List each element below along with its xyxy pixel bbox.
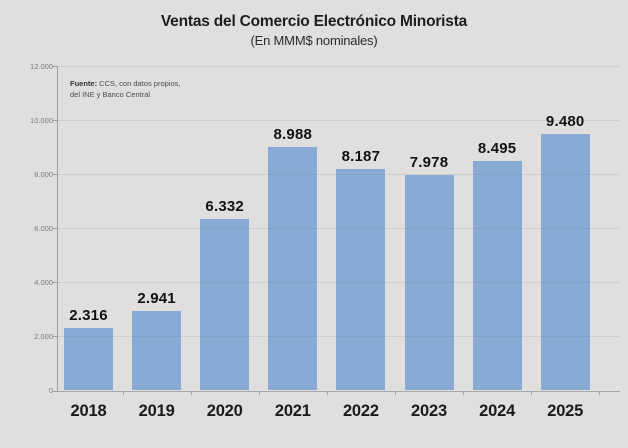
x-axis-tick	[122, 391, 124, 395]
x-axis-label-2022: 2022	[342, 401, 379, 420]
source-note-line1: CCS, con datos propios,	[97, 79, 181, 88]
bar-2025	[540, 134, 590, 391]
bar-2023	[404, 174, 454, 391]
gridline-2.000	[57, 336, 620, 338]
y-axis-line	[57, 66, 58, 391]
x-axis-label-2018: 2018	[70, 401, 107, 420]
y-axis-tick-label: 12.000	[30, 61, 53, 71]
x-axis-tick	[394, 391, 396, 395]
y-axis-tick	[53, 120, 57, 122]
gridline-8.000	[57, 174, 620, 176]
bar-value-label-2020: 6.332	[205, 198, 244, 216]
x-axis-tick	[599, 391, 601, 395]
bar-2024	[472, 160, 522, 391]
y-axis-tick	[53, 174, 57, 176]
x-axis-label-2024: 2024	[479, 401, 516, 420]
x-axis-label-2021: 2021	[274, 401, 311, 420]
bar-value-label-2025: 9.480	[545, 113, 585, 131]
y-axis-tick-label: 6.000	[34, 223, 53, 233]
y-axis-tick-label: 10.000	[30, 115, 53, 125]
chart-subtitle: (En MMM$ nominales)	[250, 33, 378, 48]
x-axis-tick	[326, 391, 328, 395]
x-axis-tick	[531, 391, 533, 395]
bar-value-label-2024: 8.495	[477, 139, 517, 157]
x-axis-tick	[190, 391, 192, 395]
x-axis-label-2020: 2020	[206, 401, 243, 420]
gridline-12.000	[57, 66, 620, 67]
bar-value-label-2019: 2.941	[137, 289, 176, 307]
bar-value-label-2021: 8.988	[273, 126, 313, 144]
bar-2020	[200, 219, 250, 391]
bar-value-label-2023: 7.978	[409, 153, 449, 171]
bar-2022	[336, 169, 386, 391]
y-axis-tick-label: 2.000	[34, 331, 53, 341]
y-axis-tick	[53, 390, 57, 392]
bar-value-label-2022: 8.187	[341, 148, 381, 166]
gridline-6.000	[57, 228, 620, 230]
chart-title: Ventas del Comercio Electrónico Minorist…	[160, 13, 468, 30]
y-axis-tick-label: 8.000	[34, 169, 53, 179]
x-axis-label-2019: 2019	[138, 401, 175, 420]
source-note-prefix: Fuente:	[70, 79, 98, 88]
bar-2021	[268, 147, 318, 391]
x-axis-label-2025: 2025	[547, 401, 584, 420]
y-axis-tick	[53, 66, 57, 67]
bar-value-label-2018: 2.316	[69, 306, 108, 324]
x-axis-tick	[258, 391, 260, 395]
gridline-4.000	[57, 282, 620, 284]
y-axis-tick-label: 0	[48, 386, 53, 395]
x-axis-line	[57, 390, 620, 392]
bar-2018	[64, 327, 113, 391]
x-axis-tick	[463, 391, 465, 395]
gridline-10.000	[57, 120, 620, 122]
y-axis-tick	[53, 336, 57, 338]
y-axis-tick	[53, 282, 57, 284]
source-note-line2: del INE y Banco Central	[70, 90, 151, 99]
y-axis-tick	[53, 228, 57, 230]
bar-2019	[132, 310, 182, 391]
y-axis-tick-label: 4.000	[34, 277, 53, 287]
x-axis-label-2023: 2023	[411, 401, 447, 420]
source-note: Fuente: CCS, con datos propios, del INE …	[70, 78, 180, 100]
